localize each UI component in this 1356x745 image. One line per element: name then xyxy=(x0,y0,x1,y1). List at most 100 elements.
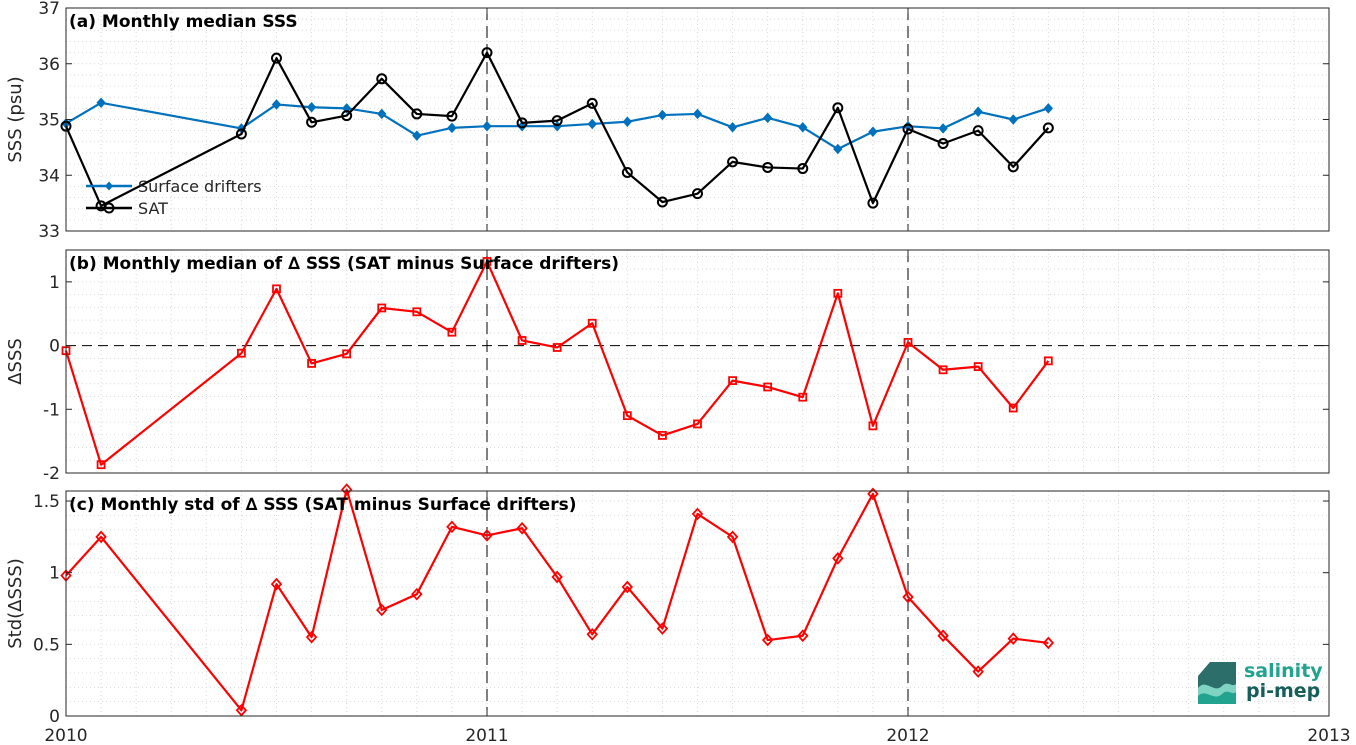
legend-marker-sat xyxy=(103,202,115,214)
y-tick-label: 0 xyxy=(49,707,60,727)
data-point-std xyxy=(235,703,248,717)
data-point-sat xyxy=(797,163,809,175)
data-point-drifters xyxy=(482,120,492,132)
data-point-sat xyxy=(586,97,598,109)
data-point-delta xyxy=(96,460,106,470)
data-point-sat xyxy=(621,166,633,178)
y-tick-label: 33 xyxy=(38,222,60,242)
panel-a-ylabel: SSS (psu) xyxy=(5,76,26,162)
data-point-sat xyxy=(937,137,949,149)
data-point-std xyxy=(902,590,914,604)
y-tick-label: 36 xyxy=(38,55,60,75)
panel-a-marks xyxy=(60,47,1054,212)
data-point-sat xyxy=(902,123,914,135)
legend-marker-drifters xyxy=(105,181,113,191)
data-point-sat xyxy=(341,110,353,122)
panel-b-grid xyxy=(65,250,1330,474)
data-point-std xyxy=(95,530,107,544)
data-point-delta xyxy=(517,336,527,345)
y-tick-label: 0 xyxy=(49,337,60,357)
y-tick-label: 1.5 xyxy=(33,492,60,512)
data-point-std xyxy=(972,665,984,678)
panel-c-grid xyxy=(65,491,1330,717)
panel-c-ylabel: Std(ΔSSS) xyxy=(5,558,26,649)
data-point-sat xyxy=(271,52,282,64)
data-point-delta xyxy=(1043,356,1053,366)
panel-a-yticks: 33 34 35 36 37 xyxy=(38,0,1330,242)
data-point-drifters xyxy=(96,97,106,109)
data-point-delta xyxy=(587,318,597,328)
y-tick-label: -1 xyxy=(43,400,60,420)
data-point-sat xyxy=(656,196,668,208)
y-tick-label: 1 xyxy=(49,564,60,584)
panel-b: -2 -1 0 1 (b) Monthly median of ∆ SSS (SAT … xyxy=(5,249,1330,484)
logo-line1: salinity xyxy=(1244,660,1323,682)
data-point-sat xyxy=(972,125,984,137)
data-point-drifters xyxy=(798,122,808,133)
data-point-drifters xyxy=(868,126,878,138)
data-point-sat xyxy=(1007,161,1019,173)
data-point-delta xyxy=(868,421,878,431)
data-point-sat xyxy=(516,117,528,129)
data-point-delta xyxy=(903,337,913,347)
panel-c-title: (c) Monthly std of ∆ SSS (SAT minus Surf… xyxy=(69,495,576,515)
data-point-std xyxy=(446,520,458,534)
data-point-drifters xyxy=(447,122,457,134)
data-point-delta xyxy=(938,365,948,375)
panel-a: 33 34 35 36 37 (a) Monthly median SSS SSS (p… xyxy=(5,0,1330,242)
data-point-std xyxy=(305,630,318,644)
panel-c-frame xyxy=(65,490,1330,717)
data-point-std xyxy=(656,622,669,635)
data-point-drifters xyxy=(271,99,282,110)
series-line-surface-drifters xyxy=(65,101,1049,151)
panel-a-title: (a) Monthly median SSS xyxy=(69,12,298,32)
data-point-sat xyxy=(481,47,493,59)
data-point-delta xyxy=(552,343,562,352)
data-point-drifters xyxy=(762,112,773,124)
logo-line2: pi-mep xyxy=(1246,680,1320,702)
panel-c: 0 0.5 1 1.5 (c) Monthly std of ∆ SSS (SAT m… xyxy=(5,483,1330,727)
data-point-std xyxy=(1042,636,1055,650)
data-point-std xyxy=(937,629,949,643)
data-point-std xyxy=(270,577,283,591)
salinity-pi-mep-logo: salinity pi-mep xyxy=(1198,660,1323,704)
data-point-drifters xyxy=(412,130,422,141)
x-tick-label: 2013 xyxy=(1307,726,1350,745)
panel-c-marks xyxy=(60,483,1055,717)
series-line-sat xyxy=(64,51,1050,208)
data-point-sat xyxy=(1042,122,1054,134)
panel-b-yticks: -2 -1 0 1 xyxy=(43,250,1330,484)
data-point-delta xyxy=(658,431,667,440)
data-point-delta xyxy=(622,411,632,421)
data-point-drifters xyxy=(306,101,317,113)
series-line-c xyxy=(65,488,1049,712)
data-point-std xyxy=(1007,632,1019,645)
panel-b-frame xyxy=(65,249,1330,474)
data-point-sat xyxy=(411,108,423,120)
data-point-drifters xyxy=(833,143,843,155)
data-point-std xyxy=(481,529,493,542)
data-point-sat xyxy=(832,102,844,114)
data-point-std xyxy=(586,627,598,641)
legend-label-sat: SAT xyxy=(138,199,168,218)
data-point-std xyxy=(726,530,739,544)
data-point-drifters xyxy=(657,109,668,121)
x-tick-label: 2011 xyxy=(465,726,508,745)
data-point-std xyxy=(691,507,704,521)
logo-wave-mid-icon xyxy=(1198,691,1236,704)
data-point-sat xyxy=(727,156,739,168)
data-point-drifters xyxy=(587,118,597,130)
data-point-delta xyxy=(1008,403,1018,413)
data-point-std xyxy=(832,552,844,565)
panel-b-ylabel: ΔSSS xyxy=(5,338,26,385)
data-point-sat xyxy=(376,73,388,85)
data-point-sat xyxy=(551,115,563,127)
data-point-delta xyxy=(693,419,702,429)
y-tick-label: 1 xyxy=(49,273,60,293)
y-tick-label: 35 xyxy=(38,111,60,131)
data-point-delta xyxy=(377,303,387,313)
data-point-delta xyxy=(272,284,281,294)
data-point-drifters xyxy=(622,116,633,127)
data-point-delta xyxy=(833,288,843,298)
